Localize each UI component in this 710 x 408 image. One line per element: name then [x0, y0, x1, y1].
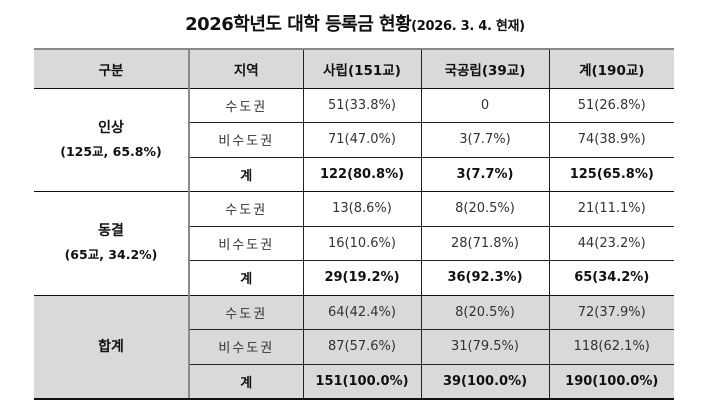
private-cell: 16(10.6%): [302, 226, 421, 261]
public-cell: 8(20.5%): [420, 295, 549, 330]
region-cell: 계: [188, 157, 303, 192]
category-label: 동결: [98, 223, 124, 240]
header-row: 구분 지역 사립(151교) 국공립(39교) 계(190교): [34, 48, 674, 89]
private-cell: 87(57.6%): [302, 329, 421, 365]
public-cell: 0: [420, 88, 549, 123]
total-cell: 44(23.2%): [548, 226, 674, 261]
private-cell: 122(80.8%): [302, 157, 421, 192]
table-row: 비수도권 87(57.6%) 31(79.5%) 118(62.1%): [34, 329, 674, 365]
private-cell: 29(19.2%): [302, 260, 421, 296]
header-total: 계(190교): [548, 48, 674, 89]
category-detail: (65교, 34.2%): [64, 247, 158, 263]
total-cell: 118(62.1%): [548, 329, 674, 365]
table-row: 비수도권 16(10.6%) 28(71.8%) 44(23.2%): [34, 226, 674, 261]
private-cell: 151(100.0%): [302, 364, 421, 400]
header-private: 사립(151교): [302, 48, 421, 89]
section-freeze: 동결 (65교, 34.2%) 수도권 13(8.6%) 8(20.5%) 21…: [34, 191, 674, 296]
category-cell: 동결 (65교, 34.2%): [34, 191, 189, 296]
grand-total-row: 계 151(100.0%) 39(100.0%) 190(100.0%): [34, 364, 674, 400]
section-grand-total: 합계 수도권 64(42.4%) 8(20.5%) 72(37.9%) 비수도권…: [34, 295, 674, 400]
region-cell: 수도권: [188, 191, 303, 227]
title-main: 2026학년도 대학 등록금 현황: [185, 14, 412, 35]
region-cell: 비수도권: [188, 329, 303, 365]
region-cell: 비수도권: [188, 226, 303, 261]
header-region: 지역: [188, 48, 303, 89]
table-row: 동결 (65교, 34.2%) 수도권 13(8.6%) 8(20.5%) 21…: [34, 191, 674, 296]
category-detail: (125교, 65.8%): [60, 143, 162, 159]
public-cell: 36(92.3%): [420, 260, 549, 296]
page-title: 2026학년도 대학 등록금 현황(2026. 3. 4. 현재): [0, 10, 710, 36]
private-cell: 71(47.0%): [302, 122, 421, 158]
header-category: 구분: [34, 48, 189, 89]
public-cell: 28(71.8%): [420, 226, 549, 261]
total-cell: 74(38.9%): [548, 122, 674, 158]
total-cell: 125(65.8%): [548, 157, 674, 192]
total-cell: 190(100.0%): [548, 364, 674, 400]
header-public: 국공립(39교): [420, 48, 549, 89]
public-cell: 31(79.5%): [420, 329, 549, 365]
private-cell: 64(42.4%): [302, 295, 421, 330]
region-cell: 수도권: [188, 88, 303, 123]
category-label: 합계: [98, 338, 124, 355]
total-cell: 72(37.9%): [548, 295, 674, 330]
table-row: 인상 (125교, 65.8%) 수도권 51(33.8%) 0 51(26.8…: [34, 88, 674, 192]
section-increase: 인상 (125교, 65.8%) 수도권 51(33.8%) 0 51(26.8…: [34, 88, 674, 192]
region-cell: 비수도권: [188, 122, 303, 158]
private-cell: 51(33.8%): [302, 88, 421, 123]
title-date: (2026. 3. 4. 현재): [411, 19, 525, 34]
category-label: 인상: [98, 119, 124, 136]
total-cell: 65(34.2%): [548, 260, 674, 296]
public-cell: 3(7.7%): [420, 157, 549, 192]
subtotal-row: 계 122(80.8%) 3(7.7%) 125(65.8%): [34, 157, 674, 192]
region-cell: 계: [188, 364, 303, 400]
region-cell: 수도권: [188, 295, 303, 330]
category-cell: 인상 (125교, 65.8%): [34, 88, 189, 192]
category-cell: 합계: [34, 295, 189, 400]
public-cell: 3(7.7%): [420, 122, 549, 158]
public-cell: 8(20.5%): [420, 191, 549, 227]
table-row: 비수도권 71(47.0%) 3(7.7%) 74(38.9%): [34, 122, 674, 158]
total-cell: 21(11.1%): [548, 191, 674, 227]
private-cell: 13(8.6%): [302, 191, 421, 227]
total-cell: 51(26.8%): [548, 88, 674, 123]
public-cell: 39(100.0%): [420, 364, 549, 400]
region-cell: 계: [188, 260, 303, 296]
subtotal-row: 계 29(19.2%) 36(92.3%) 65(34.2%): [34, 260, 674, 296]
tuition-status-table: 구분 지역 사립(151교) 국공립(39교) 계(190교) 인상 (125교…: [34, 48, 674, 400]
table-row: 합계 수도권 64(42.4%) 8(20.5%) 72(37.9%): [34, 295, 674, 400]
